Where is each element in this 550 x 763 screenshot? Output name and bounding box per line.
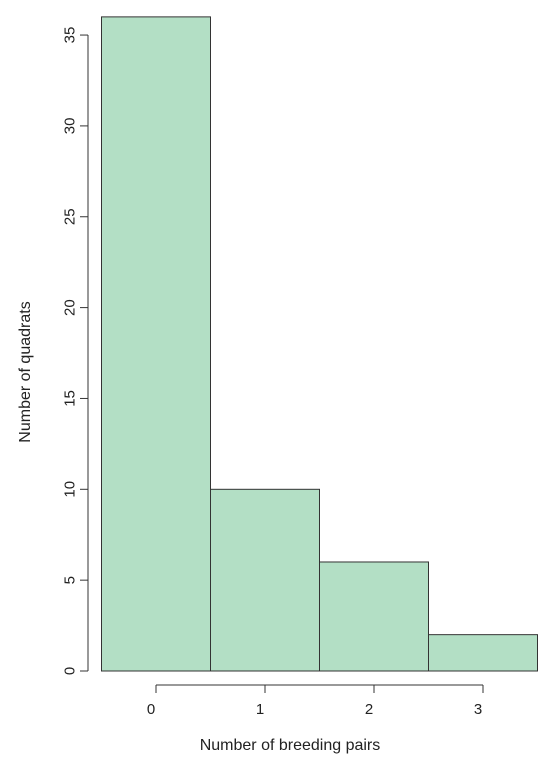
x-tick-label: 2 (365, 701, 373, 718)
x-axis-title: Number of breeding pairs (200, 737, 381, 754)
bar-3 (428, 634, 538, 672)
y-tick-label: 35 (62, 27, 79, 44)
y-tick-label: 10 (62, 481, 79, 498)
y-tick-label: 5 (62, 576, 79, 584)
x-tick-label: 0 (147, 701, 155, 718)
y-tick-label: 25 (62, 208, 79, 225)
bar-2 (319, 561, 429, 672)
bar-1 (210, 488, 320, 672)
y-tick-label: 0 (62, 667, 79, 675)
y-tick-label: 15 (62, 390, 79, 407)
bar-0 (101, 16, 211, 672)
x-axis: 0 1 2 3 (147, 684, 484, 718)
y-tick-label: 30 (62, 118, 79, 135)
x-tick-label: 3 (474, 701, 482, 718)
y-tick-label: 20 (62, 299, 79, 316)
y-axis-title: Number of quadrats (17, 301, 34, 442)
x-tick-label: 1 (256, 701, 264, 718)
bars-group (101, 16, 538, 672)
y-axis: 0 5 10 15 20 25 30 35 (62, 27, 89, 675)
